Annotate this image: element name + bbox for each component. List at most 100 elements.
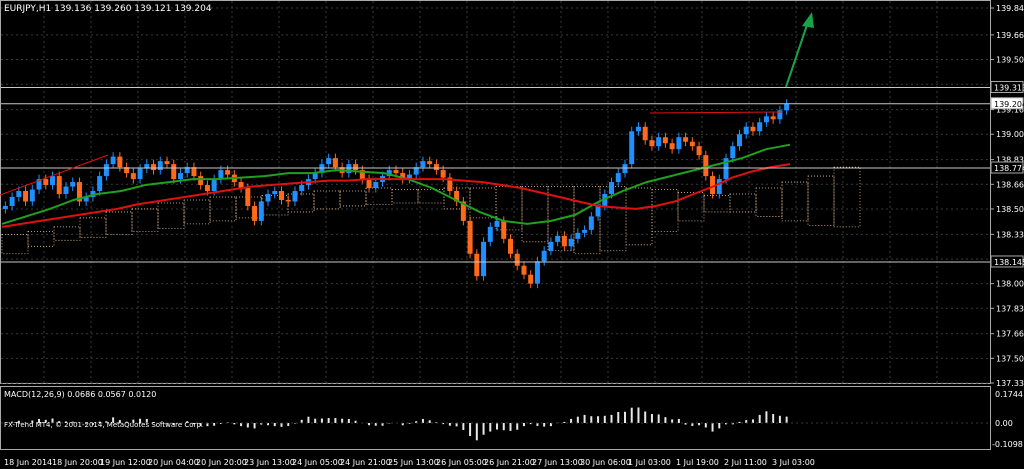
candle-body — [90, 191, 96, 197]
candle-body — [454, 191, 460, 202]
candle-body — [137, 168, 143, 180]
macd-scale-bottom: -0.1098 — [992, 440, 1023, 449]
candle-body — [784, 103, 790, 111]
candle-body — [568, 238, 574, 247]
cloud-segment — [79, 217, 107, 238]
candle-body — [561, 235, 567, 247]
cloud-segment — [521, 186, 549, 243]
candle-body — [460, 201, 466, 221]
candle-body — [588, 216, 594, 230]
candle-body — [487, 226, 493, 242]
candle-body — [299, 185, 305, 192]
time-label: 30 Jun 06:00 — [580, 458, 631, 467]
candle-body — [218, 170, 224, 180]
candle-body — [56, 176, 62, 195]
ichimoku-cloud — [1, 166, 861, 255]
candle-body — [642, 126, 648, 141]
candle-body — [332, 158, 338, 168]
candle-body — [716, 179, 722, 195]
candle-body — [710, 176, 716, 195]
candle-body — [76, 182, 82, 202]
candle-body — [777, 110, 783, 120]
cloud-segment — [209, 196, 237, 222]
candle-body — [696, 146, 702, 156]
candle-body — [326, 158, 332, 165]
level-label: 139.313 — [994, 83, 1024, 92]
candle-body — [501, 220, 507, 239]
ma-green-line — [1, 143, 791, 225]
price-level-labels: 139.313 139.204 138.774 138.145 — [990, 80, 1024, 268]
time-label: 3 Jul 03:00 — [772, 458, 815, 467]
price-scale: 139.845139.665139.500139.335139.165139.0… — [990, 4, 1024, 388]
candle-body — [683, 137, 689, 142]
candle-body — [184, 167, 190, 174]
candle-body — [703, 155, 709, 177]
candle-body — [420, 161, 426, 168]
candle-body — [433, 164, 439, 171]
candle-body — [723, 158, 729, 180]
candle-body — [507, 238, 513, 254]
candle-body — [204, 185, 210, 192]
level-label: 139.204 — [994, 100, 1024, 109]
candle-body — [144, 164, 150, 169]
candle-body — [63, 186, 69, 195]
candle-body — [662, 137, 668, 144]
candle-body — [743, 126, 749, 135]
moving-averages — [1, 143, 791, 228]
cloud-segment — [365, 187, 393, 205]
candle-body — [29, 189, 35, 202]
candle-body — [198, 176, 204, 186]
cloud-segment — [755, 187, 783, 217]
candle-body — [124, 167, 130, 174]
candle-body — [406, 174, 412, 180]
candle-body — [117, 156, 123, 168]
candle-body — [171, 164, 177, 180]
level-label-box — [990, 80, 1024, 93]
candle-body — [272, 191, 278, 195]
candle-body — [16, 191, 22, 197]
level-label: 138.145 — [994, 258, 1024, 267]
candle-body — [191, 167, 197, 177]
trendlines — [0, 111, 783, 196]
cloud-segment — [469, 187, 497, 219]
candle-body — [211, 179, 217, 192]
cloud-segment — [651, 189, 679, 232]
candle-body — [582, 229, 588, 233]
time-label: 27 Jun 13:00 — [532, 458, 583, 467]
price-tick-label: 137.500 — [996, 354, 1024, 363]
horizontal-levels — [1, 86, 990, 263]
candle-body — [97, 176, 103, 192]
time-label: 20 Jun 04:00 — [148, 458, 199, 467]
candle-body — [689, 141, 695, 147]
candle-body — [629, 131, 635, 165]
time-label: 25 Jun 13:00 — [388, 458, 439, 467]
candle-body — [427, 161, 433, 165]
candle-body — [83, 196, 89, 202]
trendline-top — [649, 111, 783, 114]
candle-body — [440, 170, 446, 178]
macd-scale-zero: 0.00 — [995, 419, 1013, 428]
macd-label: MACD(12,26,9) 0.0686 0.0567 0.0120 — [4, 390, 156, 399]
candle-body — [151, 164, 157, 171]
candle-body — [447, 177, 453, 192]
candle-body — [676, 137, 682, 150]
level-label-box — [990, 97, 1024, 110]
price-tick-label: 139.665 — [996, 31, 1024, 40]
candle-body — [528, 274, 534, 284]
time-label: 24 Jun 05:00 — [292, 458, 343, 467]
candle-body — [50, 176, 56, 186]
macd-frame — [0, 386, 991, 450]
candle-body — [481, 241, 487, 277]
candle-body — [548, 241, 554, 251]
price-tick-label: 138.330 — [996, 230, 1024, 239]
cloud-segment — [339, 190, 367, 207]
price-tick-label: 138.830 — [996, 156, 1024, 165]
macd-scale-top: 0.1744 — [995, 390, 1023, 399]
cloud-segment — [677, 192, 705, 222]
ma-red-line — [1, 163, 791, 228]
candle-body — [541, 250, 547, 262]
candle-body — [2, 205, 8, 209]
candle-body — [225, 170, 231, 175]
